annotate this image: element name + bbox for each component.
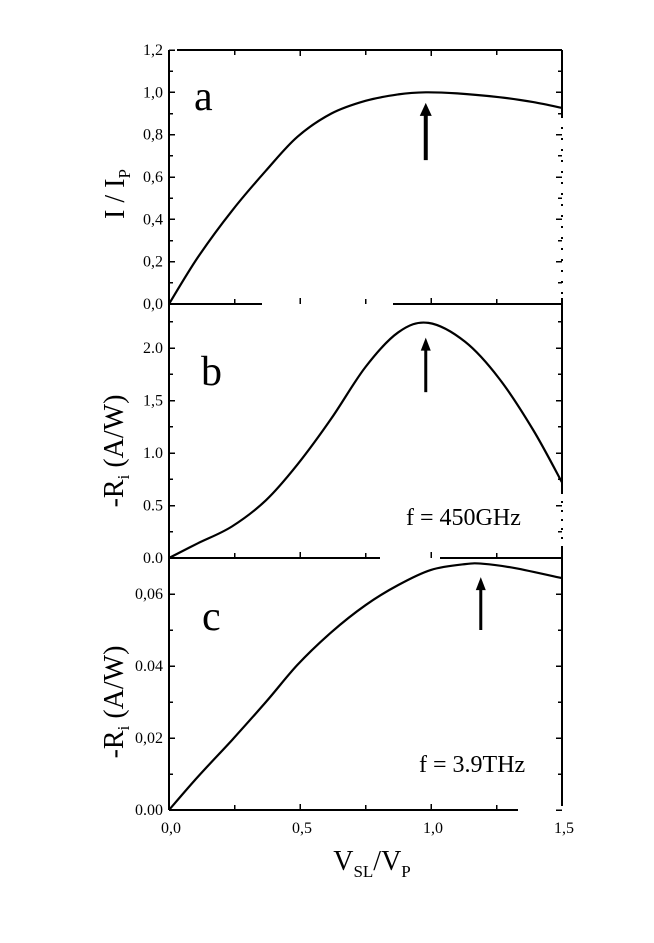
arrow-up-icon-a (419, 102, 432, 116)
x-tick-label: 1,5 (554, 820, 574, 837)
y-axis-title-a: I / IP (100, 169, 134, 219)
y-tick-label-c: 0,02 (135, 730, 163, 747)
annotation-frequency-c: f = 3.9THz (419, 752, 525, 778)
y-tick-label-a: 1,2 (143, 42, 163, 59)
curve-panel-c (168, 562, 563, 811)
y-tick-label-c: 0.00 (135, 802, 163, 819)
y-tick-label-a: 1,0 (143, 84, 163, 101)
x-tick-label: 0,5 (292, 820, 312, 837)
panel-letter-c: c (202, 594, 221, 640)
x-tick-label: 0,0 (161, 820, 181, 837)
peak-arrows (419, 102, 486, 630)
y-tick-label-b: 2.0 (143, 340, 163, 357)
y-tick-label-b: 1,5 (143, 393, 163, 410)
x-axis-title-slash-v: /V (373, 846, 401, 877)
y-axis-title-c: -Ri (A/W) (99, 646, 133, 759)
annotation-frequency-b: f = 450GHz (406, 505, 521, 531)
y-tick-label-a: 0,2 (143, 254, 163, 271)
curve-panel-b (168, 321, 563, 559)
x-axis-title-sub-sl: SL (353, 862, 373, 881)
y-tick-label-b: 0.0 (143, 550, 163, 567)
data-curves (168, 91, 563, 811)
x-axis-title-v: V (333, 846, 353, 877)
axis-ticks (169, 49, 562, 811)
y-tick-label-a: 0,8 (143, 127, 163, 144)
y-axis-title-b-main: -R (99, 479, 130, 507)
y-axis-title-b-subscript: i (114, 474, 133, 479)
y-tick-label-a: 0,6 (143, 169, 163, 186)
x-tick-label: 1,0 (423, 820, 443, 837)
y-axis-title-b: -Ri (A/W) (99, 395, 133, 508)
y-axis-title-c-units: (A/W) (99, 646, 130, 726)
x-axis-title: VSL/VP (333, 846, 411, 881)
y-tick-label-b: 0.5 (143, 498, 163, 515)
y-axis-title-c-subscript: i (114, 725, 133, 730)
axes-frames (168, 49, 563, 811)
y-axis-title-a-subscript: P (115, 169, 134, 178)
y-tick-label-c: 0.04 (135, 658, 163, 675)
arrow-up-icon-c (475, 577, 486, 591)
panel-letter-b: b (201, 349, 222, 395)
x-axis-title-sub-p: P (401, 862, 410, 881)
y-tick-label-a: 0,0 (143, 296, 163, 313)
y-axis-title-b-units: (A/W) (99, 395, 130, 475)
y-axis-title-a-main: I / I (100, 179, 131, 219)
arrow-up-icon-b (420, 337, 431, 351)
y-tick-label-c: 0,06 (135, 586, 163, 603)
curve-panel-a (168, 91, 563, 305)
y-tick-label-a: 0,4 (143, 211, 163, 228)
panel-letter-a: a (194, 74, 213, 120)
tick-labels: 0,0 0,2 0,4 0,6 0,8 1,0 1,2 0.0 0.5 1.0 1,5 2.0 0.00… (135, 42, 574, 837)
y-axis-title-c-main: -R (99, 730, 130, 758)
y-tick-label-b: 1.0 (143, 445, 163, 462)
